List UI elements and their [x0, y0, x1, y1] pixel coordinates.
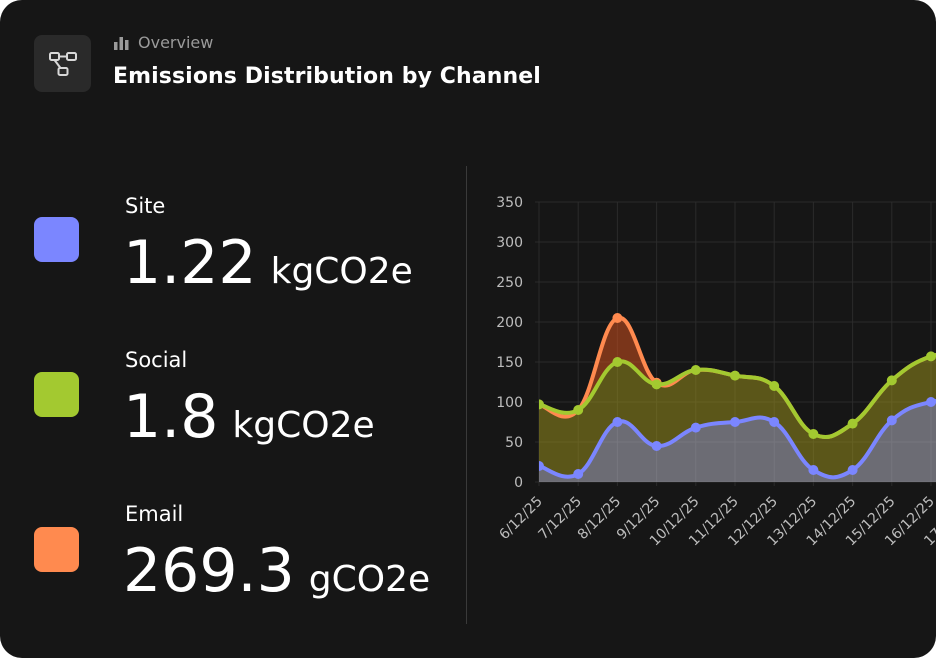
social-point — [612, 357, 623, 367]
y-tick-label: 0 — [514, 475, 523, 491]
y-tick-label: 350 — [496, 195, 523, 211]
emissions-chart: 0501001502002503003506/12/257/12/258/12/… — [496, 195, 936, 549]
social-point — [886, 375, 897, 386]
email-color-swatch — [34, 527, 79, 572]
metric-label: Social — [125, 348, 188, 372]
site-color-swatch — [34, 217, 79, 262]
social-point — [730, 370, 740, 381]
metric-unit: kgCO2e — [232, 405, 375, 446]
site-point — [612, 417, 623, 427]
overview-label: Overview — [114, 33, 213, 52]
social-point — [808, 429, 819, 439]
divider — [466, 166, 467, 624]
email-point — [612, 313, 623, 323]
social-point — [769, 381, 780, 391]
metric-number: 1.22 — [123, 228, 257, 298]
y-tick-label: 100 — [496, 395, 523, 411]
metric-label: Email — [125, 502, 184, 526]
page-title: Emissions Distribution by Channel — [113, 64, 541, 89]
y-tick-label: 250 — [496, 275, 523, 291]
y-tick-label: 50 — [505, 435, 523, 451]
metric-value: 1.22 kgCO2e — [123, 233, 413, 293]
site-point — [573, 469, 584, 479]
site-point — [808, 465, 819, 475]
social-point — [847, 418, 858, 429]
metric-number: 269.3 — [123, 536, 295, 606]
metric-value: 1.8 kgCO2e — [123, 387, 375, 447]
site-point — [651, 441, 662, 451]
metric-value: 269.3 gCO2e — [123, 541, 430, 601]
overview-text: Overview — [138, 33, 214, 52]
y-tick-label: 150 — [496, 355, 523, 371]
site-point — [539, 461, 544, 471]
metric-number: 1.8 — [123, 382, 219, 452]
metric-unit: gCO2e — [308, 559, 431, 600]
social-point — [573, 405, 584, 415]
metric-label: Site — [125, 194, 166, 218]
site-area — [539, 401, 936, 482]
y-tick-label: 200 — [496, 315, 523, 331]
site-point — [847, 465, 858, 475]
site-point — [730, 417, 740, 427]
y-tick-label: 300 — [496, 235, 523, 251]
site-point — [769, 417, 780, 427]
social-color-swatch — [34, 372, 79, 417]
site-point — [926, 397, 936, 407]
social-area — [539, 355, 936, 478]
site-point — [690, 422, 701, 433]
metric-unit: kgCO2e — [270, 251, 413, 292]
bar-chart-icon — [114, 36, 129, 50]
social-point — [539, 399, 544, 410]
social-point — [651, 379, 662, 390]
flow-diagram-icon — [34, 35, 91, 92]
social-point — [690, 365, 701, 375]
site-point — [886, 415, 897, 426]
social-point — [926, 351, 936, 362]
